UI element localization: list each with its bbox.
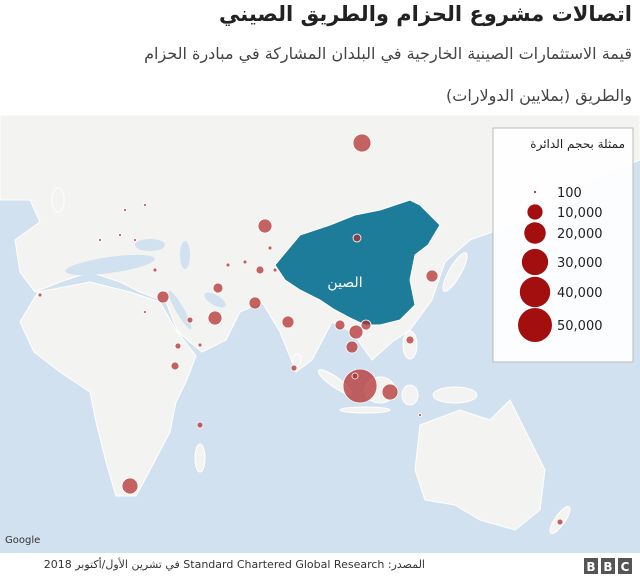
logo-letter: B [603, 560, 612, 574]
logo-letter: C [621, 560, 630, 574]
legend-box [492, 127, 634, 363]
inland-seas [65, 239, 226, 330]
legend-label: 40,000 [557, 286, 603, 301]
attribution: Google [5, 535, 41, 546]
subtitle: والطريق (بملايين الدولارات) [446, 86, 632, 105]
legend-circle [527, 204, 543, 220]
legend-circle [518, 308, 552, 342]
legend: 100 10,000 20,000 30,000 40,000 50,000 [518, 186, 603, 342]
legend-circle [524, 222, 546, 244]
legend-title: ممثلة بحجم الدائرة [530, 137, 625, 152]
legend-label: 100 [557, 186, 582, 201]
legend-circle [521, 248, 549, 276]
source: المصدر: Standard Chartered Global Resear… [43, 558, 425, 571]
bbc-logo: B B C [584, 558, 632, 574]
legend-label: 20,000 [557, 227, 603, 242]
bubbles [37, 133, 564, 526]
title: اتصالات مشروع الحزام والطريق الصيني [219, 2, 632, 26]
legend-label: 10,000 [557, 206, 603, 221]
map: الصين ممثلة بحجم الدائرة 100 10,000 20,000… [0, 115, 640, 553]
logo-letter: B [586, 560, 595, 574]
legend-label: 30,000 [557, 256, 603, 271]
subtitle: قيمة الاستثمارات الصينية الخارجية في الب… [144, 44, 632, 63]
china [274, 199, 441, 326]
legend-circle [534, 191, 536, 193]
legend-circle [519, 276, 551, 308]
legend-label: 50,000 [557, 319, 603, 334]
country-label: الصين [327, 275, 362, 291]
